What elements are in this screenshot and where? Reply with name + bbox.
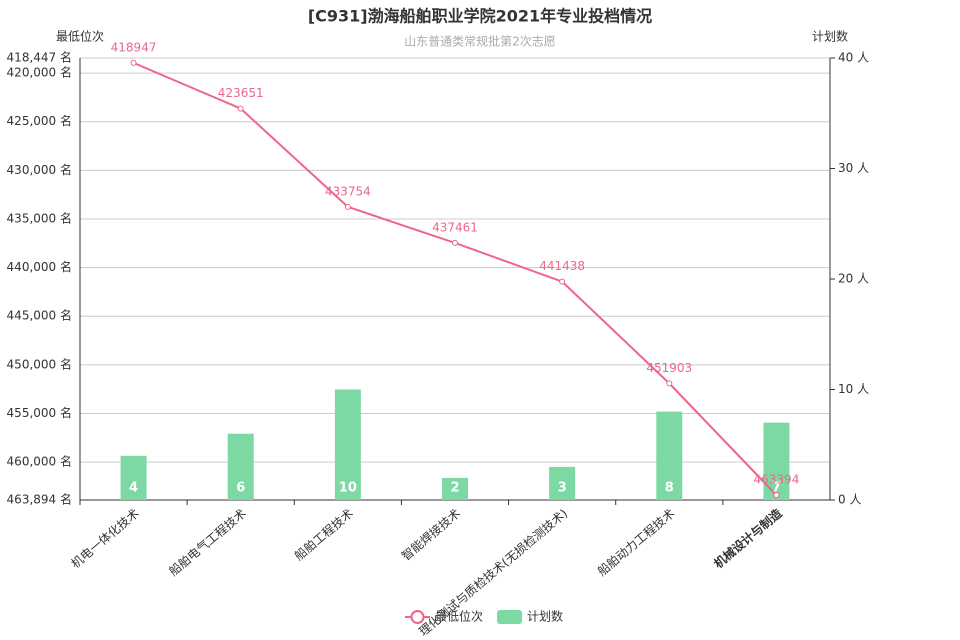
y-axis-label: 最低位次 [56, 29, 104, 44]
y-tick-label: 440,000 名 [7, 259, 72, 274]
y-tick-label: 420,000 名 [7, 65, 72, 80]
y-tick-label: 418,447 名 [7, 50, 72, 65]
line-value-label: 418947 [111, 40, 157, 54]
bar [334, 389, 361, 500]
bar [549, 466, 576, 500]
line-point [344, 203, 351, 210]
line-value-label: 423651 [218, 86, 264, 100]
line-value-label: 463394 [754, 473, 800, 487]
x-tick-label: 船舶动力工程技术 [594, 505, 677, 578]
y-tick-label: 425,000 名 [7, 113, 72, 128]
legend-item: 计划数 [497, 609, 563, 624]
bar-value-label: 3 [558, 481, 567, 496]
bar [120, 455, 147, 500]
bar-value-label: 4 [129, 481, 138, 496]
y-tick-label: 445,000 名 [7, 308, 72, 323]
y2-tick-label: 0 人 [838, 493, 861, 507]
line-point [666, 380, 673, 387]
x-tick-label: 机电一体化技术 [68, 506, 141, 571]
bar-value-label: 8 [665, 481, 674, 496]
y-tick-label: 463,894 名 [7, 492, 72, 507]
y-tick-label: 430,000 名 [7, 162, 72, 177]
x-tick-label: 智能焊接技术 [398, 505, 463, 563]
chart-title: [C931]渤海船舶职业学院2021年专业投档情况 [308, 7, 652, 26]
x-tick-label: 船舶电气工程技术 [166, 505, 249, 578]
line-value-label: 451903 [646, 361, 692, 375]
chart-subtitle: 山东普通类常规批第2次志愿 [404, 34, 556, 49]
line-point [452, 239, 458, 246]
line-point [773, 492, 780, 499]
y2-tick-label: 10 人 [838, 382, 869, 396]
line-point [559, 278, 566, 285]
legend-label: 最低位次 [435, 609, 483, 624]
bar-value-label: 7 [772, 481, 781, 496]
bar-value-label: 6 [236, 481, 245, 496]
line-point [237, 105, 244, 112]
line-value-label: 433754 [325, 184, 371, 198]
legend-marker [497, 610, 522, 624]
legend-item: 最低位次 [405, 609, 483, 624]
line-point [130, 59, 137, 66]
legend-marker [410, 610, 425, 624]
y-tick-label: 455,000 名 [7, 405, 72, 420]
bar [656, 411, 683, 500]
y-tick-label: 460,000 名 [7, 454, 72, 469]
legend-label: 计划数 [527, 609, 563, 624]
bar [227, 433, 254, 500]
line-value-label: 437461 [432, 220, 478, 234]
y-tick-label: 450,000 名 [7, 356, 72, 371]
y2-tick-label: 30 人 [838, 161, 869, 175]
y-tick-label: 435,000 名 [7, 210, 72, 225]
line-value-label: 441438 [539, 259, 585, 273]
bar-value-label: 10 [339, 481, 357, 496]
bar-value-label: 2 [450, 481, 459, 496]
x-tick-label: 船舶工程技术 [291, 505, 356, 563]
x-tick-label: 机械设计与制造 [711, 505, 786, 571]
y2-axis-label: 计划数 [812, 29, 848, 44]
y2-tick-label: 40 人 [838, 51, 869, 65]
y2-tick-label: 20 人 [838, 272, 869, 286]
bar [442, 477, 468, 500]
